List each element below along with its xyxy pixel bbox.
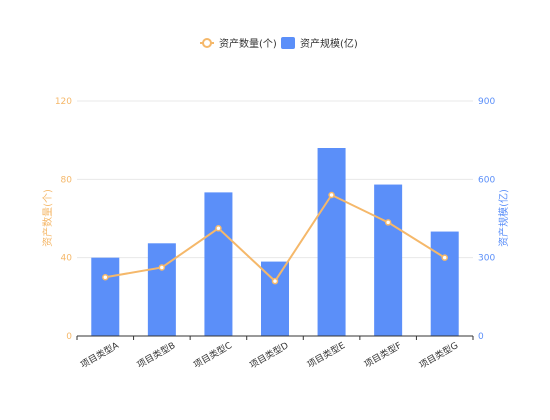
x-tick-label: 项目类型F [362, 339, 404, 370]
x-tick-label: 项目类型E [305, 339, 347, 370]
legend-label-scale: 资产规模(亿) [300, 37, 358, 50]
bar [430, 231, 459, 336]
right-axis-title: 资产规模(亿) [497, 189, 510, 247]
legend-item-scale[interactable]: 资产规模(亿) [281, 37, 358, 50]
right-tick-label: 900 [478, 97, 495, 107]
gridlines [77, 100, 473, 259]
x-tick-label: 项目类型B [135, 339, 178, 370]
bar [317, 148, 346, 336]
bar [374, 184, 403, 336]
legend-circle-marker [202, 38, 212, 48]
x-tick-label: 项目类型G [417, 339, 460, 371]
legend-bar-marker [281, 37, 295, 49]
left-tick-label: 120 [55, 97, 72, 107]
left-axis-ticks: 0 40 80 120 [55, 97, 73, 342]
bar [91, 257, 120, 336]
right-axis-ticks: 0 300 600 900 [478, 97, 495, 342]
line-point [384, 219, 392, 226]
line-series [102, 191, 448, 285]
right-tick-label: 300 [478, 254, 495, 264]
left-tick-label: 80 [61, 175, 73, 185]
line-point [158, 264, 166, 271]
line-point [271, 277, 279, 285]
x-tick-label: 项目类型C [191, 339, 234, 371]
legend-label-count: 资产数量(个) [219, 37, 277, 50]
legend-item-count[interactable]: 资产数量(个) [200, 37, 277, 50]
x-tick-label: 项目类型A [78, 339, 121, 371]
line-point [102, 274, 109, 281]
bar-series [91, 148, 459, 336]
left-axis-title: 资产数量(个) [41, 189, 54, 247]
line-point [441, 254, 448, 261]
left-tick-label: 40 [61, 254, 73, 264]
line-point [328, 191, 335, 199]
right-tick-label: 0 [478, 332, 484, 342]
bar [261, 261, 289, 336]
bar [147, 243, 176, 336]
left-tick-label: 0 [66, 332, 72, 342]
x-axis: 项目类型A 项目类型B 项目类型C 项目类型D 项目类型E 项目类型F 项目类型G [76, 335, 474, 371]
bar [204, 192, 233, 336]
line-point [215, 225, 222, 232]
right-tick-label: 600 [478, 175, 495, 185]
x-tick-label: 项目类型D [247, 339, 290, 371]
legend[interactable]: 资产数量(个) 资产规模(亿) [200, 37, 358, 50]
